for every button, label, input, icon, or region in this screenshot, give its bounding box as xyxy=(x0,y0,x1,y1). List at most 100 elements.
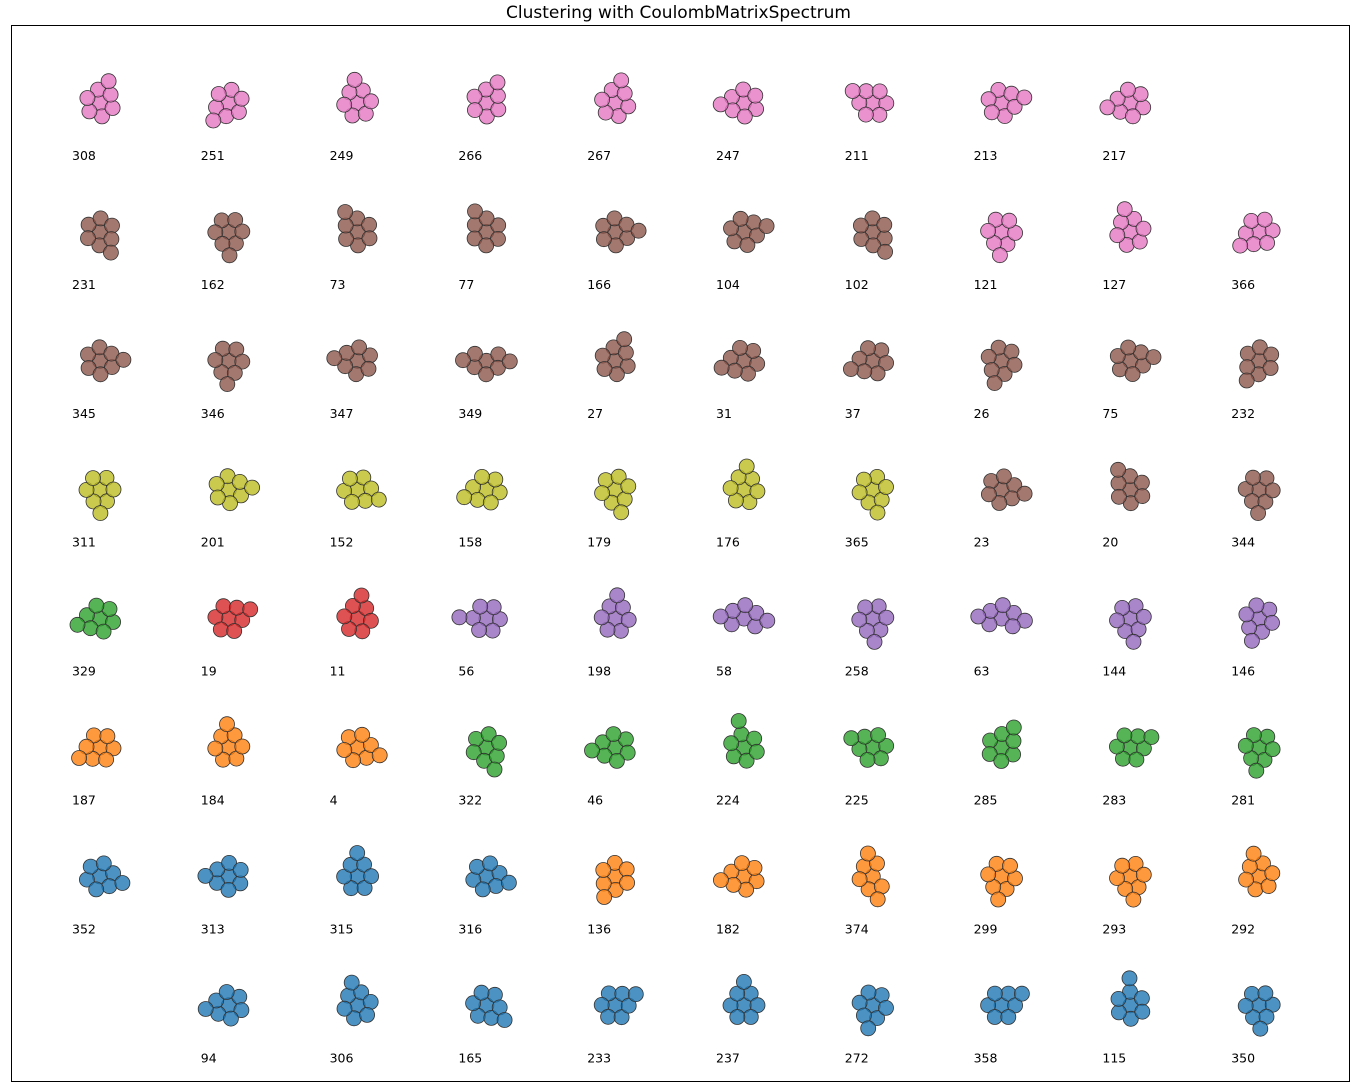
atom-point xyxy=(730,469,747,486)
molecule-label: 201 xyxy=(201,535,225,550)
molecule-label: 213 xyxy=(974,148,998,163)
atom-point xyxy=(1109,612,1125,629)
atom-point xyxy=(748,743,765,760)
atom-point xyxy=(1121,970,1138,987)
atom-point xyxy=(468,858,485,875)
molecule-4: 4 xyxy=(330,726,388,808)
molecule-label: 75 xyxy=(1102,406,1118,421)
atom-point xyxy=(597,472,614,489)
atom-point xyxy=(208,476,225,492)
atom-point xyxy=(455,352,471,369)
atom-point xyxy=(996,468,1012,485)
atom-point xyxy=(981,746,998,762)
atom-point xyxy=(856,363,873,380)
atom-point xyxy=(234,353,251,370)
atom-point xyxy=(1005,719,1022,736)
atom-point xyxy=(1125,633,1142,650)
atom-point xyxy=(851,871,868,888)
atom-point xyxy=(359,1007,376,1023)
atom-point xyxy=(234,738,251,755)
atom-point xyxy=(1237,737,1254,754)
atom-point xyxy=(226,727,243,744)
atom-point xyxy=(605,726,622,742)
atom-point xyxy=(1000,1009,1017,1025)
atom-point xyxy=(1244,632,1260,649)
molecule-label: 27 xyxy=(587,406,603,421)
atom-point xyxy=(197,1001,214,1017)
atom-point xyxy=(595,862,612,878)
atom-point xyxy=(609,587,626,604)
molecule-347: 347 xyxy=(326,339,378,421)
atom-point xyxy=(82,858,99,875)
atom-point xyxy=(1116,201,1133,218)
atom-point xyxy=(860,1020,877,1037)
molecule-217: 217 xyxy=(1099,81,1152,163)
molecule-316: 316 xyxy=(458,855,517,936)
atom-point xyxy=(105,481,122,498)
molecule-label: 77 xyxy=(458,277,474,292)
atom-point xyxy=(466,230,483,247)
molecule-152: 152 xyxy=(330,469,387,550)
atom-point xyxy=(362,737,379,753)
atom-point xyxy=(480,726,497,743)
molecule-label: 115 xyxy=(1102,1050,1126,1065)
atom-point xyxy=(487,471,504,488)
molecule-label: 225 xyxy=(845,793,869,808)
molecule-label: 322 xyxy=(458,793,482,808)
molecule-label: 293 xyxy=(1102,921,1126,936)
atom-point xyxy=(619,744,636,761)
atom-point xyxy=(859,752,876,768)
atom-point xyxy=(215,598,232,615)
atom-point xyxy=(596,361,613,377)
molecule-label: 224 xyxy=(716,793,740,808)
atom-point xyxy=(220,882,237,898)
atom-point xyxy=(877,243,893,260)
atom-point xyxy=(986,375,1003,392)
atom-point xyxy=(1237,998,1254,1014)
atom-point xyxy=(723,735,740,752)
molecule-label: 162 xyxy=(201,277,225,292)
atom-point xyxy=(1143,729,1160,745)
atom-point xyxy=(878,479,894,495)
molecule-label: 136 xyxy=(587,921,611,936)
molecule-label: 58 xyxy=(716,664,732,679)
atom-point xyxy=(981,486,997,503)
atom-point xyxy=(1248,762,1265,779)
atom-point xyxy=(871,83,888,100)
atom-point xyxy=(351,339,368,356)
atom-point xyxy=(345,752,362,769)
atom-point xyxy=(337,217,354,234)
molecule-311: 311 xyxy=(72,469,122,550)
atom-point xyxy=(208,992,225,1009)
molecule-344: 344 xyxy=(1231,469,1281,550)
molecule-136: 136 xyxy=(587,855,635,936)
atom-point xyxy=(1264,865,1281,882)
atom-point xyxy=(1004,618,1021,635)
atom-point xyxy=(738,458,755,475)
atom-point xyxy=(853,217,869,234)
atom-point xyxy=(745,214,762,231)
atom-point xyxy=(219,716,235,733)
atom-point xyxy=(1239,359,1256,376)
atom-point xyxy=(98,751,114,768)
molecule-label: 249 xyxy=(330,148,354,163)
atom-point xyxy=(88,881,105,898)
atom-point xyxy=(205,112,222,129)
molecule-350: 350 xyxy=(1231,985,1281,1065)
atom-point xyxy=(488,748,505,764)
atom-point xyxy=(1125,108,1141,125)
atom-point xyxy=(92,505,109,521)
atom-point xyxy=(616,491,633,508)
atom-point xyxy=(729,1009,746,1025)
atom-point xyxy=(860,845,876,862)
atom-point xyxy=(326,350,343,367)
atom-point xyxy=(1238,606,1255,623)
molecule-label: 31 xyxy=(716,406,732,421)
atom-point xyxy=(858,83,875,100)
atom-point xyxy=(747,87,764,104)
atom-point xyxy=(92,366,109,383)
atom-point xyxy=(346,71,363,88)
atom-point xyxy=(466,102,483,118)
molecule-label: 198 xyxy=(587,664,611,679)
molecule-23: 23 xyxy=(974,468,1033,550)
